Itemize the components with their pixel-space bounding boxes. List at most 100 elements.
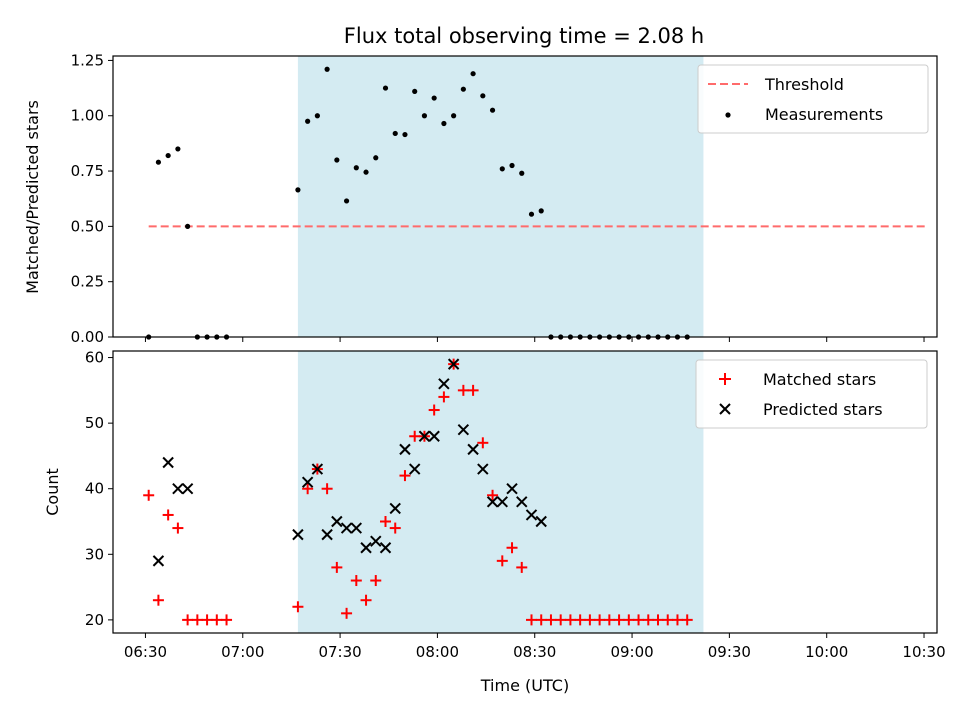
matched-star-point <box>162 509 174 521</box>
matched-star-point <box>642 614 654 626</box>
y-tick-label: 30 <box>85 545 104 563</box>
matched-star-point <box>603 614 615 626</box>
predicted-star-point <box>506 483 518 495</box>
matched-star-point <box>350 575 362 587</box>
predicted-star-point <box>516 496 528 508</box>
matched-star-point <box>594 614 606 626</box>
measurement-point <box>489 107 496 113</box>
predicted-marker-b <box>152 555 165 567</box>
predicted-marker-b <box>447 358 460 370</box>
chart-title: Flux total observing time = 2.08 h <box>344 24 704 48</box>
predicted-marker-b <box>172 483 184 495</box>
matched-star-point <box>584 614 596 626</box>
matched-star-point <box>201 614 213 626</box>
highlight-span <box>297 56 704 337</box>
predicted-star-point <box>438 378 450 390</box>
predicted-star-point <box>181 483 194 495</box>
matched-star-point <box>321 483 333 495</box>
x-tick-label: 07:30 <box>318 643 361 661</box>
y-tick-label: 1.25 <box>71 51 104 69</box>
bottom-y-axis-label: Count <box>43 468 62 516</box>
y-tick-label: 20 <box>85 611 104 629</box>
bottom-legend-box <box>695 359 928 429</box>
predicted-star-point <box>152 555 165 567</box>
measurement-point <box>334 157 340 163</box>
measurement-point <box>155 159 162 165</box>
measurement-point <box>295 187 301 193</box>
predicted-star-point <box>292 528 304 541</box>
matched-star-point <box>182 614 194 626</box>
predicted-marker-b <box>457 423 470 436</box>
matched-star-point <box>389 522 401 534</box>
measurement-point <box>509 162 515 169</box>
panel-bottom: 20 30 40 50 60 06:30 07:00 07:30 08:00 08:30 09:0… <box>43 349 946 695</box>
predicted-marker-b <box>525 509 538 521</box>
predicted-marker-b <box>389 502 401 515</box>
predicted-star-point <box>301 476 314 488</box>
x-tick-label: 10:30 <box>902 643 945 661</box>
predicted-star-point <box>418 430 431 442</box>
matched-star-point <box>438 391 450 403</box>
predicted-marker-b <box>292 528 304 541</box>
measurement-point <box>499 166 505 172</box>
y-tick-label: 0.75 <box>71 162 104 180</box>
top-x-ticks <box>144 337 925 342</box>
matched-star-point <box>525 614 537 626</box>
x-axis-label: Time (UTC) <box>480 676 569 695</box>
measurement-point <box>528 211 535 217</box>
y-tick-label: 40 <box>85 480 104 498</box>
measurements-legend-swatch <box>725 112 731 118</box>
x-tick-label: 10:00 <box>805 643 848 661</box>
measurement-point <box>353 165 359 171</box>
matched-star-point <box>535 614 547 626</box>
predicted-star-point <box>311 463 324 475</box>
predicted-star-point <box>428 430 440 442</box>
threshold-legend-label: Threshold <box>764 75 844 94</box>
predicted-star-point <box>477 463 489 475</box>
measurement-point <box>441 120 447 127</box>
predicted-marker-b <box>486 496 499 508</box>
predicted-star-point <box>162 456 174 469</box>
y-tick-label: 60 <box>85 349 104 367</box>
predicted-marker-b <box>379 542 392 554</box>
measurement-point <box>324 66 330 72</box>
matched-star-point <box>652 614 664 626</box>
predicted-star-point <box>350 522 363 534</box>
measurement-point <box>363 169 369 175</box>
predicted-legend-label: Predicted stars <box>763 400 883 419</box>
y-tick-label: 0.25 <box>71 273 104 291</box>
predicted-marker-b <box>311 463 324 475</box>
predicted-marker-b <box>399 443 411 456</box>
measurement-point <box>460 86 466 92</box>
y-tick-label: 0.50 <box>71 217 104 235</box>
predicted-star-point <box>321 528 333 541</box>
measurement-point <box>305 118 311 124</box>
predicted-marker-b <box>360 542 372 554</box>
measurement-point <box>165 152 171 159</box>
matched-star-point <box>613 614 625 626</box>
matched-star-point <box>152 594 164 606</box>
matched-star-point <box>467 384 479 396</box>
x-tick-label: 08:00 <box>416 643 459 661</box>
matched-star-point <box>681 614 693 626</box>
measurement-point <box>412 88 418 95</box>
predicted-marker-b <box>331 515 343 528</box>
measurement-point <box>451 113 457 119</box>
x-tick-label: 08:30 <box>513 643 556 661</box>
matched-star-point <box>516 561 528 573</box>
matched-star-point <box>331 561 343 573</box>
count-points <box>143 358 693 626</box>
matched-star-point <box>143 489 155 501</box>
predicted-star-point <box>486 496 499 508</box>
matched-star-point <box>221 614 233 626</box>
y-tick-label: 1.00 <box>71 107 104 125</box>
predicted-star-point <box>331 515 343 528</box>
matched-star-point <box>506 542 518 554</box>
observing-window-highlight <box>297 351 704 633</box>
predicted-marker-b <box>408 463 421 475</box>
matched-star-point <box>191 614 203 626</box>
top-axes-frame <box>112 55 938 338</box>
predicted-marker-b <box>418 430 431 442</box>
x-tick-label: 09:30 <box>708 643 751 661</box>
